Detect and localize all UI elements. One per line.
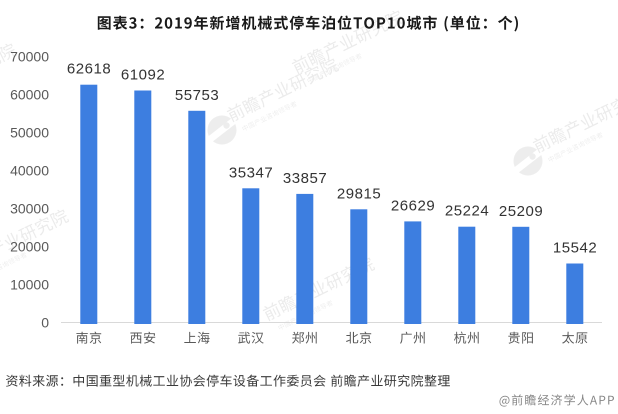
svg-text:61092: 61092 [121, 67, 165, 84]
svg-text:20000: 20000 [10, 239, 49, 255]
svg-text:30000: 30000 [10, 201, 49, 217]
svg-text:15542: 15542 [553, 240, 597, 257]
svg-text:50000: 50000 [10, 125, 49, 141]
svg-text:60000: 60000 [10, 87, 49, 103]
svg-text:62618: 62618 [67, 61, 111, 78]
svg-text:40000: 40000 [10, 163, 49, 179]
svg-text:55753: 55753 [175, 87, 219, 104]
svg-text:33857: 33857 [283, 170, 327, 187]
svg-text:25209: 25209 [499, 203, 543, 220]
svg-text:10000: 10000 [10, 277, 49, 293]
svg-text:70000: 70000 [10, 49, 49, 65]
svg-text:35347: 35347 [229, 164, 273, 181]
svg-text:29815: 29815 [337, 185, 381, 202]
svg-text:0: 0 [41, 315, 49, 331]
svg-text:26629: 26629 [391, 197, 435, 214]
svg-text:25224: 25224 [445, 203, 489, 220]
